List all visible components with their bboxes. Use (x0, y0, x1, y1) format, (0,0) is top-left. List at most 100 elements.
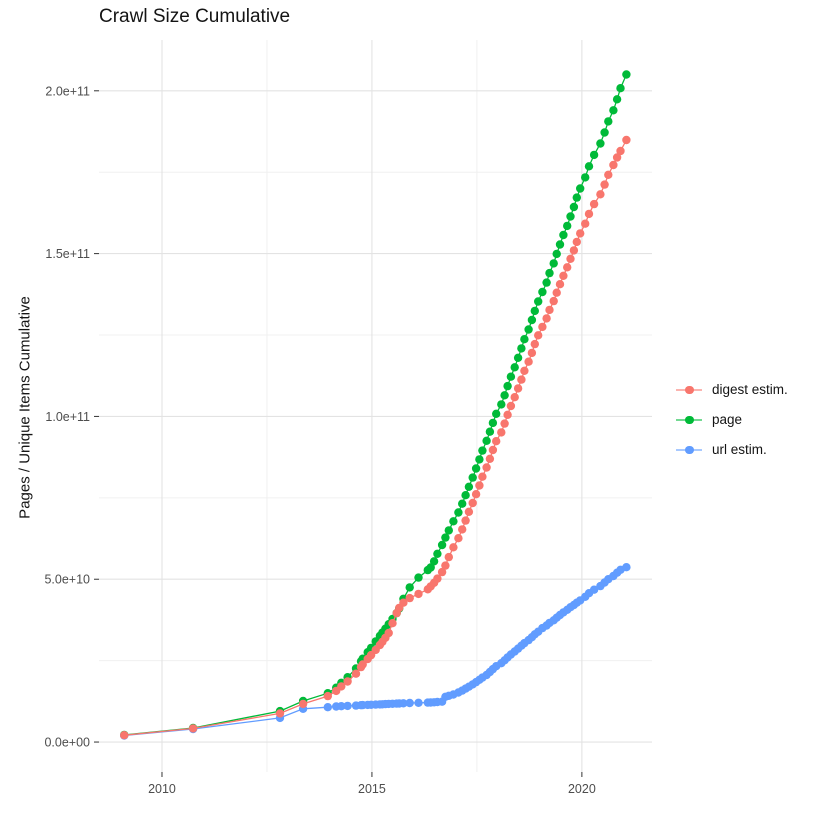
series-digest-estim-point (414, 589, 423, 599)
series-digest-estim-point (471, 490, 481, 499)
series-digest-estim-point (520, 366, 529, 375)
series-digest-estim-point (542, 314, 551, 323)
series-digest-estim-point (444, 552, 453, 562)
series-digest-estim-point (506, 401, 516, 411)
series-digest-estim-point (461, 516, 470, 525)
y-tick-label: 1.5e+11 (45, 247, 90, 261)
series-url-estim-point (622, 563, 631, 572)
series-page-point (538, 287, 547, 297)
series-page-point (449, 517, 458, 526)
series-page-point (503, 381, 512, 391)
series-digest-estim-point (478, 472, 487, 481)
series-page-point (461, 491, 470, 500)
series-page-point (524, 325, 533, 334)
series-page-point (517, 344, 526, 353)
y-tick-label: 1.0e+11 (45, 410, 90, 424)
series-digest-estim-point (482, 463, 491, 472)
series-digest-estim-point (517, 375, 526, 384)
series-digest-estim-point (458, 525, 467, 534)
series-page-point (555, 240, 565, 249)
series-page-point (506, 372, 516, 381)
series-page-point (405, 583, 414, 592)
series-page-point (563, 221, 572, 231)
series-url-estim-point (589, 585, 599, 594)
series-digest-estim-point (538, 322, 547, 332)
series-page-point (497, 400, 506, 409)
series-digest-estim-point (604, 170, 613, 179)
series-page-point (527, 315, 537, 325)
series-digest-estim-point (323, 691, 332, 701)
series-digest-estim-point (433, 574, 442, 583)
series-digest-estim-point (358, 660, 367, 669)
series-page-point (559, 230, 568, 240)
series-digest-estim-point (616, 146, 625, 156)
series-digest-estim-point (555, 280, 565, 289)
series-digest-estim-point (464, 507, 474, 516)
series-page-point (616, 84, 625, 93)
series-digest-estim-point (120, 731, 129, 740)
series-digest-estim-point (589, 199, 599, 209)
series-digest-estim-point (488, 445, 498, 455)
series-page-point (604, 117, 613, 126)
series-url-estim-point (399, 699, 408, 708)
series-digest-estim-point (298, 699, 308, 709)
series-digest-estim-point (441, 561, 450, 570)
series-digest-estim-point (405, 593, 414, 603)
series-page-point (534, 297, 543, 306)
series-digest-estim-point (468, 498, 477, 508)
x-tick-label: 2015 (358, 782, 386, 796)
series-digest-estim-point (454, 534, 463, 543)
series-digest-estim-point (549, 296, 558, 306)
series-digest-estim-point (503, 410, 512, 419)
legend-label-url: url estim. (712, 442, 767, 457)
series-page-point (433, 549, 442, 558)
legend-item-url: url estim. (676, 439, 788, 460)
series-digest-estim-point (622, 135, 631, 145)
series-page-line (124, 74, 627, 736)
series-url-estim-point (343, 701, 352, 711)
series-page-point (464, 482, 474, 491)
series-page-point (414, 573, 423, 582)
series-page-point (600, 128, 609, 137)
y-tick-label: 5.0e+10 (44, 573, 90, 587)
series-digest-estim-point (513, 384, 523, 393)
series-page-point (596, 139, 605, 148)
series-page-point (441, 533, 450, 542)
series-page-point (566, 212, 575, 221)
series-digest-estim-point (485, 454, 495, 463)
series-digest-estim-point (576, 229, 585, 238)
series-page-point (485, 427, 495, 436)
series-page-point (622, 70, 631, 79)
series-digest-estim-point (584, 209, 594, 219)
series-digest-estim-point (552, 288, 561, 297)
series-digest-estim-point (492, 437, 501, 446)
x-tick-label: 2010 (148, 782, 176, 796)
series-digest-estim-point (545, 305, 554, 315)
series-digest-estim-point (500, 419, 509, 428)
legend-key-page-icon (676, 409, 702, 430)
series-page-point (552, 249, 561, 259)
series-digest-estim-point (572, 237, 581, 247)
series-digest-estim-point (612, 153, 622, 162)
series-digest-estim-point (530, 339, 539, 349)
series-digest-estim-point (527, 348, 537, 358)
series-digest-estim-point (351, 669, 361, 678)
series-page-point (468, 473, 477, 482)
series-digest-estim-point (188, 724, 198, 733)
series-page-point (444, 526, 453, 535)
series-page-point (542, 278, 551, 287)
legend-key-url-icon (676, 439, 702, 460)
series-digest-estim-point (437, 567, 447, 577)
series-digest-estim-point (399, 598, 408, 607)
series-digest-estim-point (569, 246, 579, 255)
series-digest-estim-point (275, 709, 285, 718)
y-tick-label: 0.0e+00 (44, 736, 90, 750)
x-tick-label: 2020 (568, 782, 596, 796)
series-page-point (437, 540, 447, 550)
series-page-point (545, 268, 554, 278)
series-digest-estim-point (596, 190, 605, 199)
series-url-estim-point (337, 702, 346, 711)
series-digest-estim-point (510, 393, 519, 402)
